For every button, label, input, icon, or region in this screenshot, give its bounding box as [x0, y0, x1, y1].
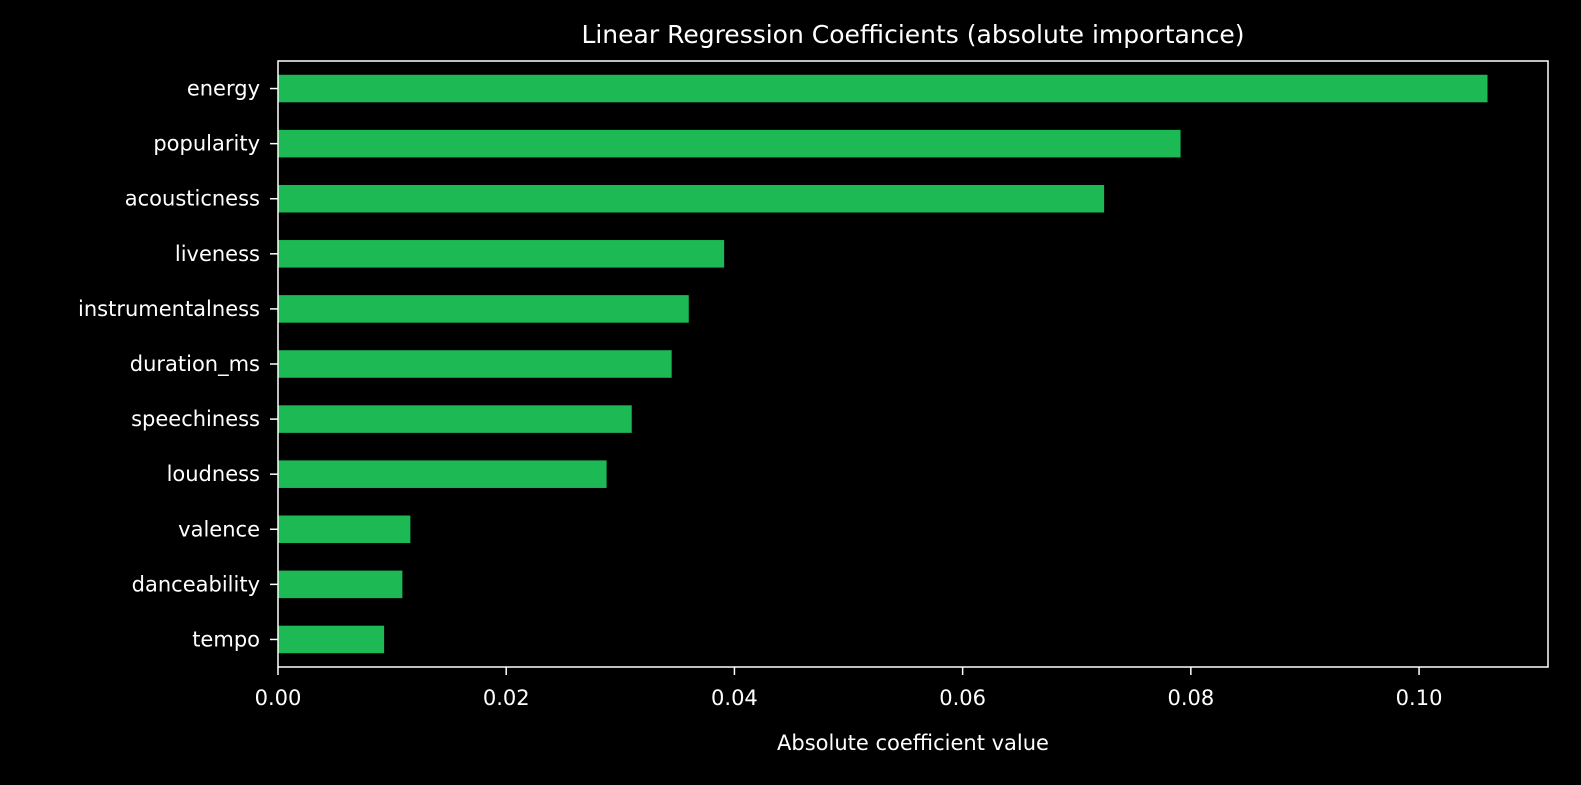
bar-danceability	[278, 570, 403, 599]
x-tick-label: 0.04	[711, 686, 758, 710]
y-tick-label: duration_ms	[130, 352, 260, 377]
y-tick-label: danceability	[132, 572, 260, 596]
bar-speechiness	[278, 405, 632, 433]
y-tick-label: loudness	[167, 462, 260, 486]
bar-duration-ms	[278, 350, 672, 378]
bar-loudness	[278, 460, 607, 488]
bar-acousticness	[278, 184, 1105, 213]
bar-popularity	[278, 129, 1181, 158]
y-tick-label: valence	[178, 517, 260, 541]
y-tick-label: tempo	[192, 627, 260, 651]
bar-liveness	[278, 240, 725, 268]
y-tick-label: speechiness	[131, 407, 260, 431]
bars-layer	[278, 74, 1488, 654]
bar-energy	[278, 74, 1488, 103]
y-tick-label: instrumentalness	[78, 297, 260, 321]
x-tick-label: 0.00	[255, 686, 302, 710]
y-tick-label: liveness	[175, 242, 260, 266]
x-tick-label: 0.10	[1396, 686, 1443, 710]
y-tick-label: acousticness	[125, 187, 260, 211]
bar-valence	[278, 515, 411, 544]
y-axis: energy popularity acousticness liveness inst…	[78, 77, 278, 651]
x-tick-label: 0.08	[1167, 686, 1214, 710]
x-axis: 0.00 0.02 0.04 0.06 0.08 0.10	[255, 667, 1443, 710]
x-tick-label: 0.06	[939, 686, 986, 710]
x-axis-label: Absolute coefficient value	[777, 731, 1049, 755]
y-tick-label: energy	[187, 77, 260, 101]
bar-tempo	[278, 625, 385, 654]
chart-title: Linear Regression Coefficients (absolute…	[581, 20, 1244, 49]
bar-instrumentalness	[278, 295, 689, 323]
y-tick-label: popularity	[153, 132, 260, 156]
x-tick-label: 0.02	[483, 686, 530, 710]
